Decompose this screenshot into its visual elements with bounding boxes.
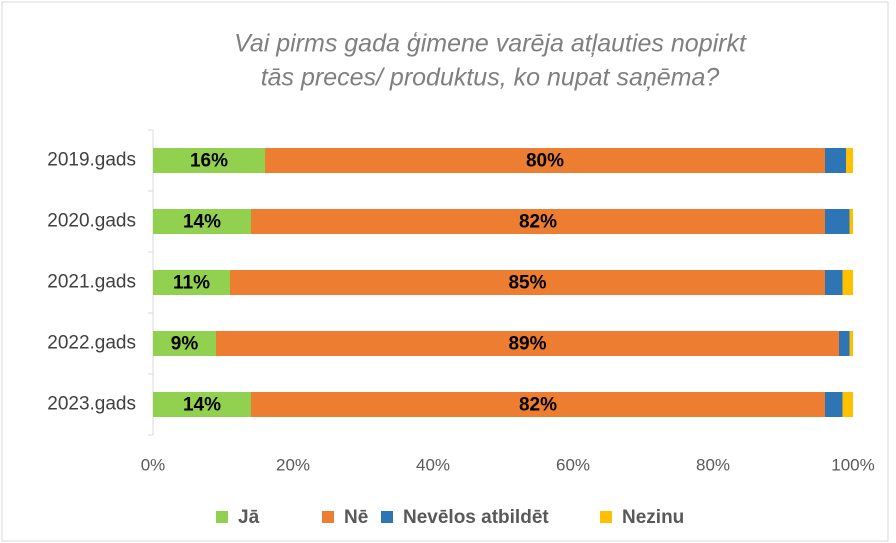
category-label: 2022.gads — [47, 333, 136, 354]
bar-segment — [849, 331, 853, 356]
x-tick-label: 0% — [141, 455, 166, 474]
legend-label: Jā — [238, 507, 260, 528]
data-label: 80% — [526, 151, 564, 172]
bar-segment — [825, 392, 843, 417]
bar-segment — [230, 270, 825, 295]
bar-segment — [153, 392, 251, 417]
bar-segment — [825, 270, 843, 295]
data-label: 82% — [519, 212, 557, 233]
chart-title: Vai pirms gada ģimene varēja atļauties n… — [234, 30, 747, 58]
category-label: 2023.gads — [47, 394, 136, 415]
x-tick-label: 20% — [276, 455, 310, 474]
data-label: 9% — [171, 334, 199, 355]
category-label: 2021.gads — [47, 272, 136, 293]
legend-swatch — [322, 511, 334, 523]
bar-segment — [825, 148, 846, 173]
x-tick-label: 60% — [556, 455, 590, 474]
chart-title: tās preces/ produktus, ko nupat saņēma? — [261, 64, 720, 92]
data-label: 82% — [519, 395, 557, 416]
data-label: 89% — [508, 334, 546, 355]
bar-segment — [846, 148, 853, 173]
bar-segment — [216, 331, 839, 356]
bar-segment — [839, 331, 850, 356]
x-tick-label: 100% — [831, 455, 874, 474]
bar-segment — [153, 209, 251, 234]
bar-segment — [842, 270, 853, 295]
data-label: 11% — [173, 273, 210, 294]
bar-segment — [825, 209, 850, 234]
bar-segment — [849, 209, 853, 234]
legend-swatch — [216, 511, 228, 523]
category-label: 2019.gads — [47, 150, 136, 171]
legend-swatch — [600, 511, 612, 523]
bar-segment — [251, 392, 825, 417]
category-label: 2020.gads — [47, 211, 136, 232]
data-label: 85% — [508, 273, 546, 294]
data-label: 14% — [183, 212, 221, 233]
legend-label: Nezinu — [622, 507, 684, 528]
data-label: 16% — [190, 151, 228, 172]
legend-swatch — [381, 511, 393, 523]
x-tick-label: 40% — [416, 455, 450, 474]
legend-label: Nē — [344, 507, 368, 528]
legend-label: Nevēlos atbildēt — [403, 507, 549, 528]
x-tick-label: 80% — [696, 455, 730, 474]
bar-segment — [153, 270, 230, 295]
bar-segment — [251, 209, 825, 234]
data-label: 14% — [183, 395, 221, 416]
bar-segment — [153, 331, 216, 356]
bar-segment — [842, 392, 853, 417]
bar-segment — [153, 148, 265, 173]
bar-segment — [265, 148, 825, 173]
